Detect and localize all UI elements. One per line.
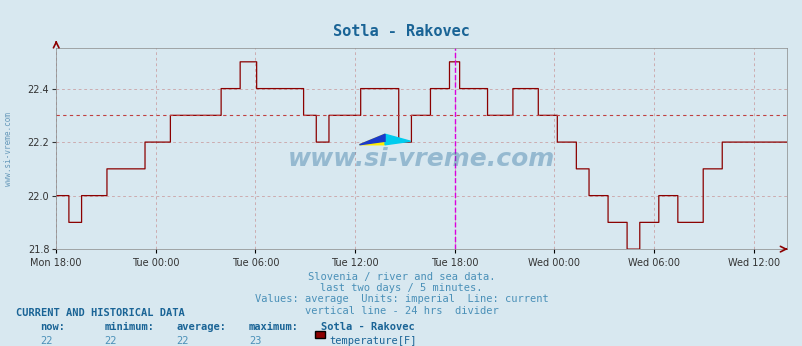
Polygon shape — [359, 134, 384, 145]
Text: www.si-vreme.com: www.si-vreme.com — [4, 112, 13, 186]
Polygon shape — [384, 134, 410, 145]
Text: 22: 22 — [40, 336, 53, 346]
Text: CURRENT AND HISTORICAL DATA: CURRENT AND HISTORICAL DATA — [16, 308, 184, 318]
Text: www.si-vreme.com: www.si-vreme.com — [288, 147, 554, 171]
Text: now:: now: — [40, 322, 65, 332]
Text: Slovenia / river and sea data.: Slovenia / river and sea data. — [307, 272, 495, 282]
Text: Sotla - Rakovec: Sotla - Rakovec — [321, 322, 415, 332]
Text: 23: 23 — [249, 336, 261, 346]
Text: minimum:: minimum: — [104, 322, 154, 332]
Text: Sotla - Rakovec: Sotla - Rakovec — [333, 24, 469, 39]
Text: vertical line - 24 hrs  divider: vertical line - 24 hrs divider — [304, 306, 498, 316]
Text: temperature[F]: temperature[F] — [329, 336, 416, 346]
Text: last two days / 5 minutes.: last two days / 5 minutes. — [320, 283, 482, 293]
Text: average:: average: — [176, 322, 226, 332]
Text: maximum:: maximum: — [249, 322, 298, 332]
Text: Values: average  Units: imperial  Line: current: Values: average Units: imperial Line: cu… — [254, 294, 548, 304]
Polygon shape — [359, 134, 384, 145]
Text: 22: 22 — [176, 336, 189, 346]
Text: 22: 22 — [104, 336, 117, 346]
